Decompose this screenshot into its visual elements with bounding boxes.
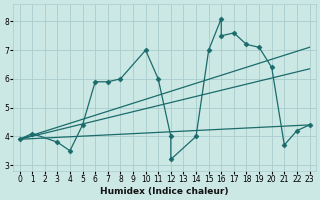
X-axis label: Humidex (Indice chaleur): Humidex (Indice chaleur) [100, 187, 229, 196]
